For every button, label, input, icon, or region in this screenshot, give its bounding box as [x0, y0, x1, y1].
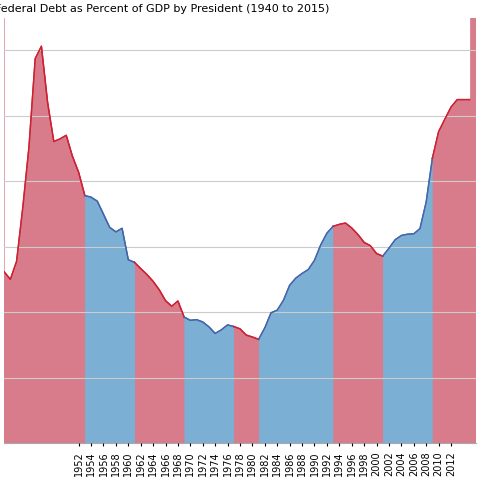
Bar: [383, 18, 432, 444]
Bar: [432, 18, 476, 444]
Bar: [4, 18, 85, 444]
Bar: [85, 18, 134, 444]
Bar: [134, 18, 184, 444]
Bar: [184, 18, 234, 444]
Bar: [333, 18, 383, 444]
Bar: [234, 18, 259, 444]
Text: Federal Debt as Percent of GDP by President (1940 to 2015): Federal Debt as Percent of GDP by Presid…: [0, 4, 329, 14]
Bar: [259, 18, 333, 444]
